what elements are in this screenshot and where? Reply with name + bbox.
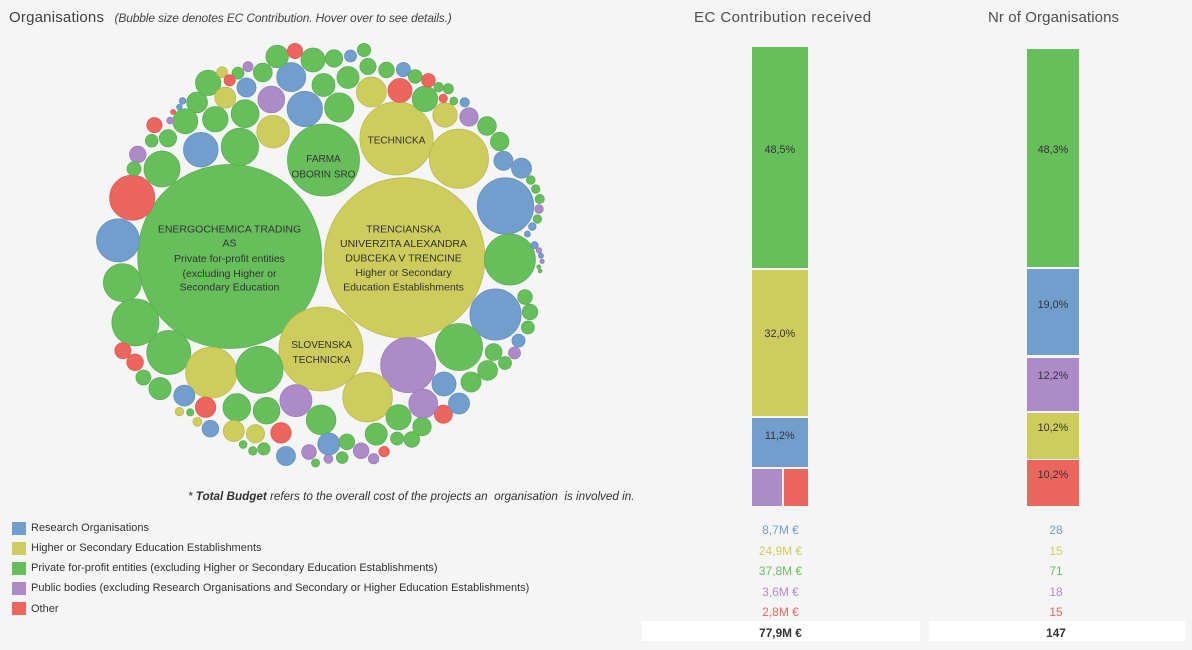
svg-text:(excluding Higher or: (excluding Higher or [183, 268, 277, 280]
svg-text:Secondary Education: Secondary Education [180, 281, 280, 293]
svg-text:FARMA: FARMA [306, 154, 341, 165]
svg-text:AS: AS [222, 238, 236, 250]
svg-text:Private for-profit entities: Private for-profit entities [174, 253, 285, 265]
svg-text:Higher or Secondary: Higher or Secondary [355, 267, 452, 279]
svg-text:TECHNICKA: TECHNICKA [293, 355, 351, 366]
svg-text:SLOVENSKA: SLOVENSKA [291, 340, 352, 351]
svg-text:ENERGOCHEMICA TRADING: ENERGOCHEMICA TRADING [158, 223, 301, 235]
svg-text:TRENCIANSKA: TRENCIANSKA [366, 224, 441, 236]
svg-text:OBORIN SRO: OBORIN SRO [292, 170, 356, 181]
svg-text:TECHNICKA: TECHNICKA [368, 135, 426, 146]
svg-text:Education Establishments: Education Establishments [343, 282, 464, 294]
svg-text:UNIVERZITA ALEXANDRA: UNIVERZITA ALEXANDRA [340, 238, 467, 250]
svg-text:DUBCEKA V TRENCINE: DUBCEKA V TRENCINE [345, 253, 462, 265]
